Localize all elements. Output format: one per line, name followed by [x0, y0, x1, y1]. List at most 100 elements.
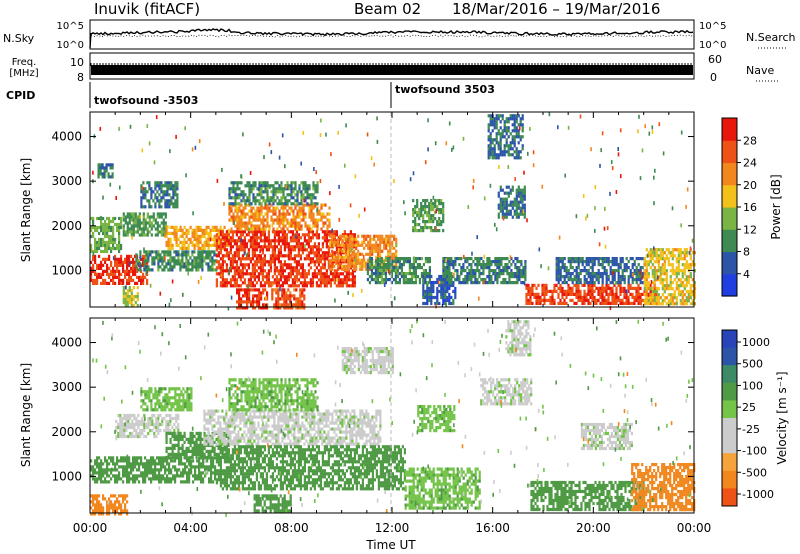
power-cell	[148, 224, 151, 228]
power-cell	[365, 243, 368, 247]
nsky-tick-top: 10^5	[57, 21, 84, 32]
power-cell	[559, 275, 562, 279]
power-cell	[116, 246, 119, 251]
power-cell	[669, 263, 672, 267]
power-cell	[221, 272, 224, 276]
power-cell	[571, 286, 574, 290]
power-cell	[302, 209, 305, 213]
power-cell	[92, 231, 95, 236]
power-cell	[629, 272, 632, 276]
power-cell	[201, 253, 204, 257]
power-cell	[176, 184, 179, 188]
power-cell	[286, 221, 289, 225]
power-cell	[438, 202, 441, 206]
power-cell	[227, 228, 230, 232]
power-cell	[631, 263, 634, 267]
power-cell	[294, 218, 297, 222]
power-cell	[304, 224, 307, 228]
power-cell	[128, 215, 131, 219]
power-cell	[677, 269, 680, 273]
power-cell	[134, 254, 137, 258]
power-cell	[432, 214, 435, 218]
power-cell	[238, 187, 241, 191]
power-cell	[474, 281, 477, 285]
power-cell	[283, 254, 286, 258]
power-cell	[673, 269, 676, 273]
power-cell	[438, 220, 441, 224]
power-cell	[265, 278, 268, 282]
power-cell	[339, 281, 342, 285]
power-cell	[331, 267, 334, 271]
power-cell	[325, 269, 328, 273]
power-cell	[219, 251, 222, 255]
power-cell	[355, 237, 358, 241]
power-cell	[386, 257, 389, 261]
power-cell	[287, 306, 290, 310]
power-cell	[370, 269, 373, 273]
power-cell	[185, 268, 188, 272]
power-cell	[304, 190, 307, 194]
power-cell	[285, 266, 288, 270]
power-cell	[424, 257, 427, 261]
power-cell	[679, 281, 682, 285]
power-cell	[306, 227, 309, 231]
power-cell	[154, 233, 157, 237]
power-cell	[416, 275, 419, 279]
power-cell	[557, 260, 560, 264]
power-cell	[635, 292, 638, 296]
power-cell	[275, 254, 278, 258]
power-cell	[209, 231, 212, 235]
power-cell	[633, 269, 636, 273]
power-cell	[320, 212, 323, 216]
power-cell	[296, 215, 299, 219]
power-cell	[256, 300, 259, 304]
power-cell	[267, 230, 270, 234]
power-cell	[460, 266, 463, 270]
power-cell	[148, 205, 151, 209]
power-cell	[264, 202, 267, 206]
power-cell	[319, 269, 322, 273]
power-cell	[137, 268, 140, 272]
power-cell	[252, 215, 255, 219]
power-cell	[235, 242, 238, 246]
power-cell	[199, 253, 202, 257]
power-cell	[398, 281, 401, 285]
power-cell	[319, 257, 322, 261]
power-cell	[497, 206, 500, 210]
power-cell	[255, 245, 258, 249]
freq-frame	[89, 52, 695, 80]
power-cell	[331, 240, 334, 244]
power-cell	[487, 114, 490, 118]
power-cell	[559, 272, 562, 276]
power-cell	[225, 269, 228, 273]
power-cell	[323, 236, 326, 240]
power-cell	[285, 236, 288, 240]
power-cell	[298, 227, 301, 231]
power-cell	[436, 298, 439, 303]
power-cell	[545, 289, 548, 293]
power-cell	[387, 267, 390, 271]
power-cell	[507, 203, 510, 207]
power-cell	[511, 185, 514, 189]
power-cell	[637, 286, 640, 290]
power-cell	[442, 229, 445, 233]
power-cell	[524, 266, 527, 270]
power-cell	[329, 281, 332, 285]
power-cell	[151, 259, 154, 263]
power-cell	[243, 281, 246, 285]
power-cell	[382, 269, 385, 273]
power-cell	[335, 258, 338, 262]
power-cell	[557, 257, 560, 261]
power-cell	[207, 225, 210, 229]
power-cell	[448, 263, 451, 267]
power-cell	[587, 301, 590, 305]
power-cell	[275, 300, 278, 304]
power-cell	[571, 266, 574, 270]
power-cell	[142, 205, 145, 209]
power-cell	[448, 278, 451, 282]
power-cell	[436, 301, 439, 306]
power-cell	[258, 218, 261, 222]
power-cell	[171, 265, 174, 269]
power-cell	[493, 156, 496, 160]
power-cell	[128, 275, 131, 279]
